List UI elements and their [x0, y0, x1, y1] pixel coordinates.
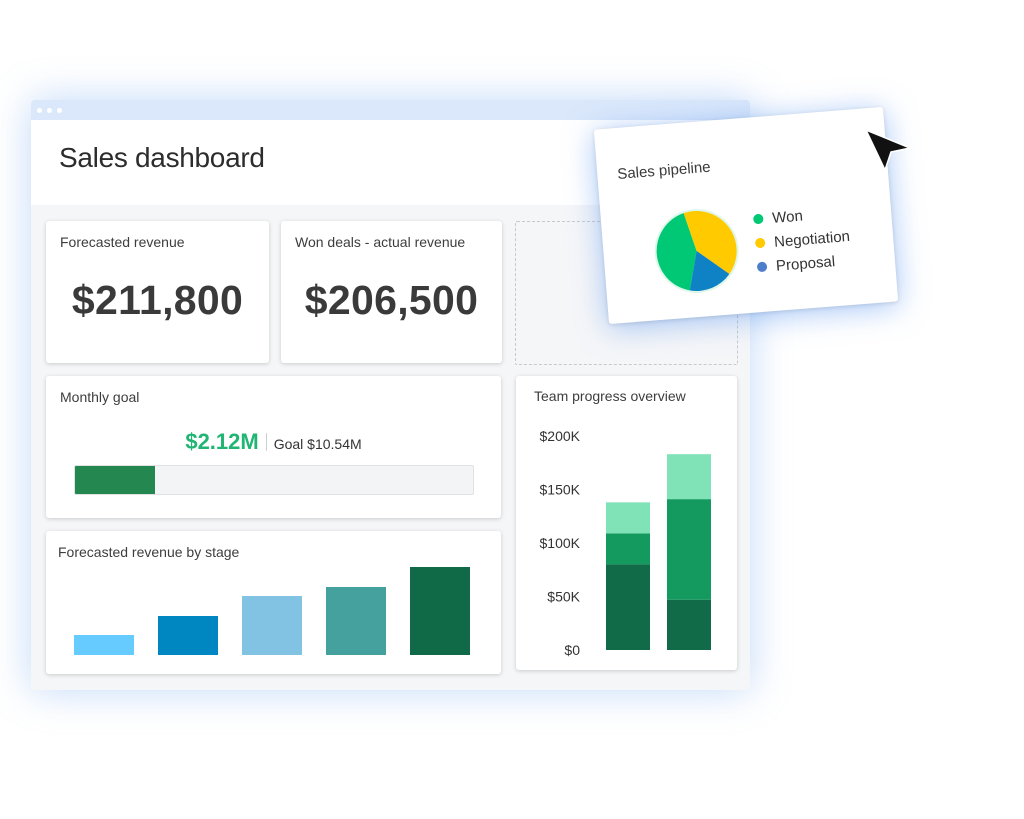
stage-bar[interactable]	[326, 586, 386, 655]
window-dot-icon[interactable]	[57, 107, 62, 113]
legend-label: Proposal	[775, 252, 836, 275]
stacked-bar-segment[interactable]	[606, 533, 650, 565]
goal-divider	[265, 433, 267, 451]
revenue-by-stage-title: Forecasted revenue by stage	[58, 544, 240, 560]
goal-target-value: Goal $10.54M	[273, 436, 362, 452]
y-tick-label: $100K	[540, 535, 581, 551]
legend-dot-icon	[756, 261, 768, 273]
pie-slice[interactable]	[687, 249, 731, 292]
mouse-cursor-icon	[865, 129, 911, 171]
won-deals-value: $206,500	[304, 277, 479, 323]
stacked-bar-segment[interactable]	[606, 564, 650, 650]
legend-dot-icon	[752, 213, 764, 225]
window-dot-icon[interactable]	[47, 107, 52, 113]
forecasted-revenue-card[interactable]: Forecasted revenue $211,800	[46, 221, 269, 363]
y-tick-label: $200K	[540, 428, 581, 444]
sales-pipeline-card[interactable]: Sales pipeline Won Negotiation Proposal	[593, 106, 899, 325]
monthly-goal-card[interactable]: Monthly goal $2.12M Goal $10.54M	[46, 376, 501, 518]
legend-label: Won	[771, 207, 804, 227]
team-progress-title: Team progress overview	[534, 388, 686, 404]
sales-pipeline-title: Sales pipeline	[616, 158, 712, 183]
stacked-bar-segment[interactable]	[667, 454, 711, 500]
stacked-bar-segment[interactable]	[606, 502, 650, 534]
won-deals-title: Won deals - actual revenue	[295, 234, 466, 250]
forecasted-revenue-value: $211,800	[71, 277, 244, 323]
y-tick-label: $0	[564, 642, 580, 658]
legend-label: Negotiation	[773, 227, 851, 251]
team-progress-card[interactable]: Team progress overview $200K $150K $100K $5…	[516, 376, 737, 670]
legend-dot-icon	[754, 237, 766, 249]
revenue-by-stage-chart	[74, 567, 474, 655]
goal-current-value: $2.12M	[185, 429, 259, 454]
monthly-goal-title: Monthly goal	[60, 389, 140, 405]
goal-progress-fill	[75, 466, 155, 494]
team-progress-chart: $200K $150K $100K $50K $0	[540, 428, 711, 658]
window-dot-icon[interactable]	[37, 107, 42, 113]
page-title: Sales dashboard	[59, 142, 265, 173]
forecasted-revenue-title: Forecasted revenue	[60, 234, 185, 250]
sales-pipeline-pie	[654, 208, 739, 293]
won-deals-card[interactable]: Won deals - actual revenue $206,500	[281, 221, 502, 363]
goal-summary: $2.12M Goal $10.54M	[46, 429, 501, 455]
stage-bar[interactable]	[158, 615, 218, 655]
stage-bar[interactable]	[74, 635, 134, 655]
stage-bar[interactable]	[410, 567, 470, 655]
window-titlebar	[31, 100, 750, 120]
sales-pipeline-legend: Won Negotiation Proposal	[752, 200, 852, 279]
stage-bar[interactable]	[242, 596, 302, 655]
stacked-bar-segment[interactable]	[667, 499, 711, 600]
revenue-by-stage-card[interactable]: Forecasted revenue by stage	[46, 531, 501, 674]
pie-slice[interactable]	[654, 212, 700, 292]
pie-slice[interactable]	[683, 208, 739, 277]
stacked-bar-segment[interactable]	[667, 599, 711, 650]
y-tick-label: $150K	[540, 482, 581, 498]
y-tick-label: $50K	[547, 589, 580, 605]
goal-progress-bar	[74, 465, 474, 495]
